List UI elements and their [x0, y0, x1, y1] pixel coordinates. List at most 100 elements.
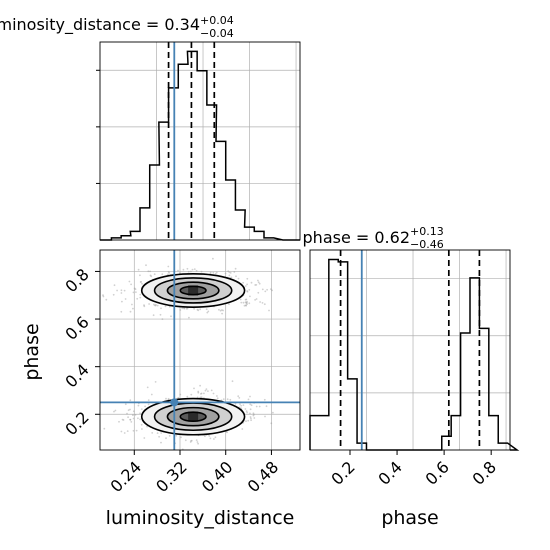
panel-phase-vs-luminosity-distance: 0.24 0.32 0.40 0.48 0.2 0.4 0.6 0.8 luminosity…: [21, 249, 301, 529]
grid: [310, 250, 510, 450]
sample-point: [247, 398, 250, 401]
sample-point: [187, 270, 190, 273]
sample-point: [132, 414, 134, 417]
sample-point: [199, 396, 202, 399]
y-tick-label: 0.6: [61, 312, 92, 343]
sample-point: [200, 392, 203, 395]
sample-point: [132, 410, 135, 413]
sample-point: [118, 420, 120, 423]
sample-point: [208, 435, 211, 437]
sample-point: [240, 404, 243, 407]
sample-point: [265, 405, 268, 408]
sample-point: [233, 271, 236, 273]
sample-point: [165, 437, 167, 440]
sample-point: [150, 275, 153, 278]
axes-frame: [99, 249, 301, 451]
sample-point: [180, 436, 182, 439]
tick-marks: [349, 450, 492, 455]
sample-point: [249, 412, 251, 415]
y-tick-label: 0.2: [61, 408, 92, 439]
sample-point: [122, 419, 125, 421]
x-tick-label: 0.48: [244, 457, 283, 496]
sample-point: [215, 271, 218, 274]
sample-point: [179, 309, 182, 311]
sample-point: [246, 290, 249, 293]
sample-point: [250, 404, 253, 407]
sample-point: [216, 397, 219, 400]
sample-point: [216, 395, 218, 397]
grid: [100, 42, 300, 240]
sample-point: [153, 273, 156, 276]
sample-point: [228, 271, 231, 274]
sample-point: [190, 439, 193, 442]
sample-point: [255, 298, 258, 300]
sample-point: [137, 404, 140, 407]
sample-point: [152, 314, 155, 317]
sample-point: [258, 405, 261, 408]
sample-point: [245, 304, 248, 307]
sample-point: [242, 404, 245, 406]
sample-point: [254, 299, 256, 301]
sample-point: [141, 428, 143, 430]
sample-point: [186, 267, 189, 270]
sample-point: [181, 307, 184, 310]
sample-point: [143, 304, 145, 307]
sample-point: [161, 318, 164, 320]
title-subscript: −0.46: [410, 238, 444, 251]
sample-point: [237, 395, 240, 398]
x-tick-labels: 0.2 0.4 0.6 0.8: [327, 457, 500, 488]
sample-point: [261, 288, 264, 291]
axes-frame: [309, 249, 511, 451]
sample-point: [241, 428, 244, 430]
contour-line: [179, 285, 207, 296]
sample-point: [105, 298, 108, 301]
sample-point: [213, 438, 215, 440]
density-peak: [188, 411, 199, 422]
sample-point: [197, 309, 200, 312]
tick-marks: [95, 270, 272, 455]
sample-point: [102, 295, 105, 298]
sample-point: [120, 430, 123, 433]
sample-point: [206, 311, 209, 314]
sample-point: [252, 414, 255, 417]
sample-point: [257, 291, 260, 294]
sample-point: [129, 418, 132, 421]
sample-point: [259, 301, 261, 303]
sample-point: [146, 386, 149, 389]
truth-lines: [100, 250, 300, 450]
sample-point: [249, 295, 251, 298]
sample-point: [249, 416, 252, 418]
sample-point: [207, 310, 210, 313]
sample-point: [272, 411, 274, 414]
sample-point: [167, 265, 170, 268]
sample-point: [102, 294, 104, 297]
sample-point: [270, 422, 273, 425]
sample-point: [246, 411, 249, 414]
sample-point: [258, 282, 261, 285]
sample-point: [271, 289, 273, 292]
sample-point: [270, 288, 272, 290]
truth-point: [170, 398, 179, 407]
sample-point: [222, 309, 225, 312]
sample-point: [212, 271, 215, 274]
sample-point: [244, 285, 247, 287]
sample-point: [128, 280, 131, 283]
sample-point: [120, 289, 123, 292]
title-luminosity-distance: luminosity_distance = 0.34: [0, 15, 200, 35]
sample-point: [248, 289, 251, 291]
sample-point: [149, 270, 152, 273]
sample-point: [207, 390, 209, 392]
sample-point: [245, 410, 248, 412]
sample-point: [243, 304, 246, 307]
sample-point: [253, 417, 256, 419]
sample-point: [190, 440, 192, 442]
sample-point: [249, 408, 252, 411]
sample-point: [126, 430, 129, 432]
axes-frame: [99, 41, 301, 241]
sample-point: [168, 305, 171, 308]
sample-point: [249, 403, 252, 406]
sample-point: [222, 398, 225, 400]
sample-point: [212, 392, 215, 395]
sample-point: [237, 277, 240, 280]
sample-point: [134, 414, 137, 416]
